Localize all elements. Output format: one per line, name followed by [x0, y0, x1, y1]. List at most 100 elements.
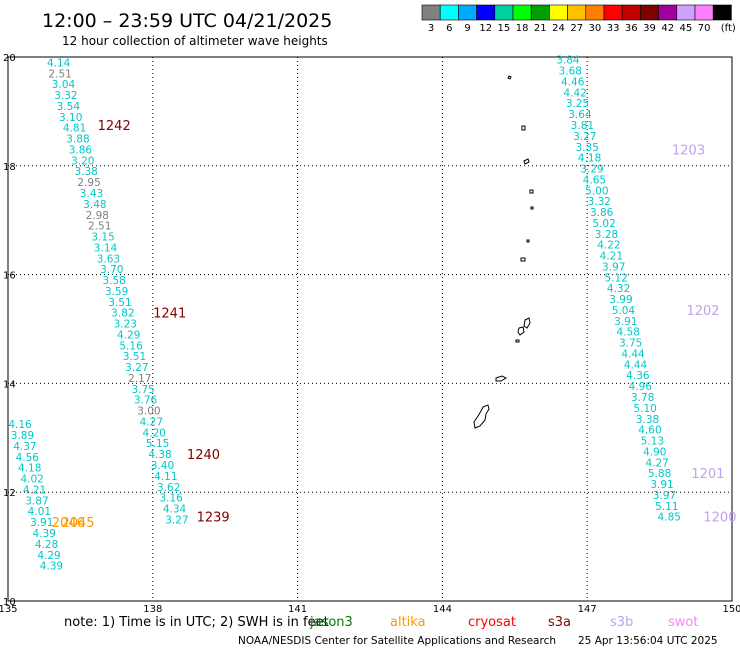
wave-height-value: 5.00: [585, 185, 608, 197]
wave-height-value: 4.18: [578, 153, 601, 165]
wave-height-value: 4.21: [600, 251, 623, 263]
island-farallon-de-pajaros: [507, 75, 512, 80]
wave-height-value: 3.35: [576, 142, 599, 154]
scale-tick-label: 70: [698, 23, 711, 34]
wave-height-value: 3.23: [114, 319, 137, 331]
wave-height-value: 3.32: [54, 90, 77, 102]
wave-height-value: 5.02: [592, 218, 615, 230]
scale-swatch: [621, 4, 641, 21]
pass-number-label: 1239: [197, 511, 230, 526]
wave-height-value: 5.11: [655, 501, 678, 513]
scale-tick-label: 45: [680, 23, 693, 34]
wave-height-value: 3.54: [57, 101, 81, 113]
wave-height-value: 4.96: [629, 381, 653, 393]
wave-height-value: 3.99: [609, 294, 632, 306]
island-rota: [495, 375, 508, 382]
wave-height-value: 3.04: [52, 79, 76, 91]
wave-height-value: 4.27: [645, 457, 668, 469]
wave-height-value: 3.43: [80, 188, 103, 200]
wave-height-value: 3.82: [111, 308, 134, 320]
wave-height-value: 4.38: [148, 449, 171, 461]
wave-height-value: 4.42: [563, 87, 586, 99]
wave-height-value: 3.58: [102, 275, 125, 287]
lon-tick-label: 147: [578, 604, 597, 615]
scale-swatch: [585, 4, 605, 21]
wave-height-value: 3.25: [566, 98, 589, 110]
wave-height-value: 3.75: [619, 338, 642, 350]
wave-height-value: 3.14: [94, 242, 118, 254]
scale-tick-label: 36: [625, 23, 638, 34]
wave-height-value: 4.36: [626, 370, 650, 382]
wave-height-value: 4.60: [638, 425, 661, 437]
wave-height-value: 4.29: [117, 329, 140, 341]
wave-height-value: 5.10: [633, 403, 656, 415]
wave-height-value: 4.14: [47, 57, 71, 69]
wave-height-value: 3.87: [25, 495, 48, 507]
land-outlines: [473, 75, 534, 429]
wave-height-value: 3.63: [97, 253, 120, 265]
satellite-legend-entry: s3b: [610, 615, 633, 630]
wave-height-value: 3.62: [157, 482, 180, 494]
scale-swatch: [458, 4, 477, 21]
wave-height-value: 4.56: [16, 452, 40, 464]
wave-height-value: 3.91: [30, 517, 53, 529]
wave-height-value: 3.84: [556, 55, 580, 67]
island-agrihan: [523, 158, 530, 165]
wave-height-value: 4.16: [8, 419, 32, 431]
scale-swatch: [676, 4, 696, 21]
scale-tick-label: 42: [661, 23, 674, 34]
footer-note: note: 1) Time is in UTC; 2) SWH is in fe…: [64, 615, 329, 630]
wave-height-value: 3.97: [653, 490, 676, 502]
scale-tick-label: 12: [479, 23, 492, 34]
wave-height-value: 3.28: [595, 229, 618, 241]
wave-height-value: 3.38: [74, 166, 97, 178]
island-guam: [473, 404, 490, 429]
scale-swatch: [439, 4, 459, 21]
island-saipan: [523, 317, 531, 329]
wave-height-value: 4.37: [13, 441, 36, 453]
wave-height-value: 3.15: [91, 232, 114, 244]
wave-height-value: 5.16: [119, 340, 143, 352]
lat-tick-label: 10: [3, 597, 16, 608]
scale-tick-label: 21: [534, 23, 547, 34]
color-scale-legend: 3 6 9 12 15 18 21 24 27 30 33 36 39 42 45 70 (ft): [421, 4, 736, 34]
wave-height-value: 3.10: [59, 112, 82, 124]
wave-height-value: 3.59: [105, 286, 128, 298]
pass-number-label: 2046: [52, 516, 85, 531]
wave-height-value: 3.91: [650, 479, 673, 491]
altimeter-tracks: 4.142.513.043.323.543.104.813.883.863.20…: [8, 55, 681, 573]
wave-height-value: 3.27: [125, 362, 148, 374]
island-sarigan: [526, 239, 530, 243]
wave-height-value: 3.81: [571, 120, 594, 132]
wave-height-value: 2.51: [48, 68, 71, 80]
wave-height-value: 4.58: [617, 327, 640, 339]
island-aguijan: [515, 339, 520, 343]
scale-tick-label: 39: [643, 23, 656, 34]
scale-swatch: [494, 4, 514, 21]
scale-swatch: [640, 4, 659, 21]
scale-tick-label: 9: [464, 23, 470, 34]
wave-height-value: 4.44: [624, 359, 648, 371]
scale-swatch: [512, 4, 532, 21]
satellite-legend: jason3 altika cryosat s3a s3b swot: [309, 615, 698, 630]
lat-tick-label: 18: [3, 162, 16, 173]
timestamp-text: 25 Apr 13:56:04 UTC 2025: [578, 635, 718, 647]
wave-height-value: 3.40: [151, 460, 174, 472]
wave-height-value: 3.00: [137, 406, 160, 418]
wave-height-value: 5.88: [648, 468, 671, 480]
pass-number-label: 1203: [672, 143, 705, 158]
wave-height-value: 3.48: [83, 199, 106, 211]
wave-height-value: 3.75: [131, 384, 154, 396]
wave-height-value: 3.89: [11, 430, 34, 442]
lon-tick-label: 141: [288, 604, 307, 615]
wave-height-value: 5.04: [612, 305, 636, 317]
wave-height-value: 2.98: [86, 210, 109, 222]
wave-height-value: 4.22: [597, 240, 620, 252]
scale-tick-label: 15: [498, 23, 511, 34]
wave-height-value: 4.44: [621, 348, 645, 360]
wave-height-value: 3.68: [559, 66, 582, 78]
wave-height-value: 4.21: [23, 484, 46, 496]
wave-height-value: 4.29: [37, 550, 60, 562]
satellite-legend-entry: s3a: [548, 615, 571, 630]
